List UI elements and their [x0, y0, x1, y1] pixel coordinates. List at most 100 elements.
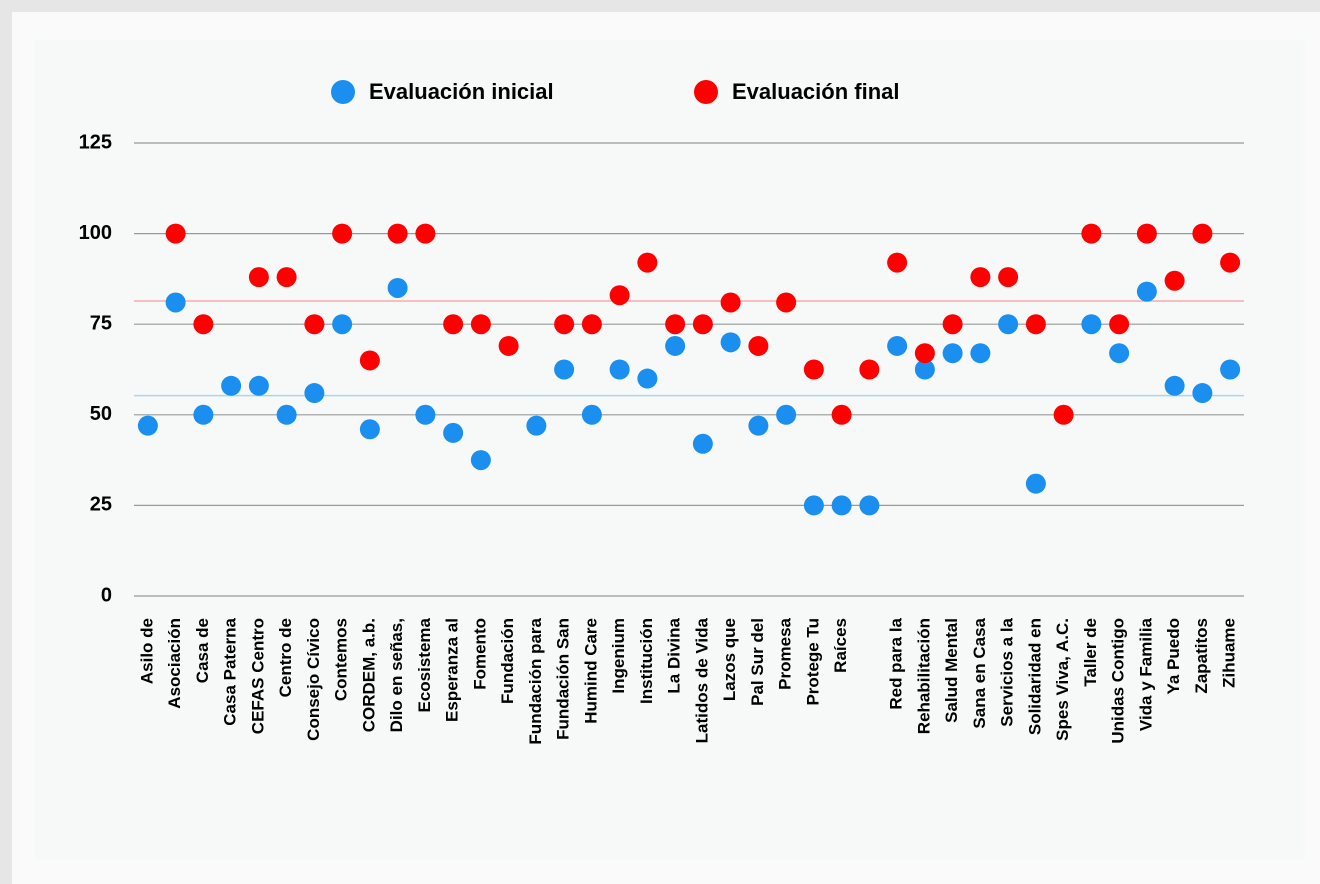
- x-tick-label: Asilo de: [137, 618, 156, 684]
- y-tick-label: 25: [90, 494, 112, 516]
- dot: [1220, 359, 1241, 380]
- x-tick-label: Latidos de Vida: [692, 617, 711, 743]
- dot: [831, 495, 852, 516]
- dot: [359, 350, 380, 371]
- dot: [609, 359, 630, 380]
- x-tick-label: Fundación para: [526, 617, 545, 744]
- x-tick-label: Fundación: [498, 618, 517, 704]
- dot: [665, 314, 686, 335]
- dot: [332, 314, 353, 335]
- x-tick-label: Esperanza al: [443, 618, 462, 722]
- dot: [470, 314, 491, 335]
- x-tick-label: Dilo en señas,: [387, 618, 406, 732]
- dot: [1081, 314, 1102, 335]
- legend-swatch: [694, 80, 718, 104]
- x-tick-label: Humind Care: [581, 618, 600, 724]
- dot: [776, 404, 797, 425]
- x-tick-label: Spes Viva, A.C.: [1053, 618, 1072, 741]
- x-tick-label: Ecosistema: [415, 617, 434, 712]
- dot: [554, 359, 575, 380]
- dot: [470, 450, 491, 471]
- dot: [1164, 270, 1185, 291]
- x-tick-label: Rehabilitación: [914, 618, 933, 734]
- dot: [276, 267, 297, 288]
- dot: [387, 277, 408, 298]
- x-tick-label: Contemos: [332, 618, 351, 701]
- y-tick-label: 100: [79, 222, 112, 244]
- dot: [248, 375, 269, 396]
- y-tick-label: 0: [101, 584, 112, 606]
- dot: [720, 292, 741, 313]
- dot: [748, 335, 769, 356]
- x-tick-label: Fomento: [470, 618, 489, 690]
- x-tick-label: Institución: [637, 618, 656, 704]
- dot: [942, 343, 963, 364]
- dot: [748, 415, 769, 436]
- dot: [692, 433, 713, 454]
- dot: [609, 285, 630, 306]
- x-tick-label: Protege Tu: [803, 618, 822, 706]
- dot: [1053, 404, 1074, 425]
- dot: [970, 343, 991, 364]
- x-tick-label: Pal Sur del: [748, 618, 767, 706]
- x-tick-label: CORDEM, a.b.: [359, 618, 378, 732]
- dot: [637, 252, 658, 273]
- x-tick-label: Servicios a la: [998, 617, 1017, 726]
- dot: [304, 383, 325, 404]
- x-tick-label: CEFAS Centro: [248, 618, 267, 734]
- x-tick-label: Zihuame: [1220, 618, 1239, 688]
- dot: [776, 292, 797, 313]
- x-tick-label: Asociación: [165, 618, 184, 709]
- dot: [1025, 314, 1046, 335]
- chart-panel: [35, 40, 1305, 860]
- x-tick-label: Promesa: [776, 617, 795, 689]
- x-tick-label: Red para la: [887, 617, 906, 709]
- dot: [248, 267, 269, 288]
- dot: [998, 267, 1019, 288]
- dot: [443, 422, 464, 443]
- dot: [1136, 223, 1157, 244]
- y-tick-label: 125: [79, 131, 112, 153]
- dot: [692, 314, 713, 335]
- dot: [859, 359, 880, 380]
- dot: [415, 404, 436, 425]
- dot: [1109, 343, 1130, 364]
- dot: [193, 404, 214, 425]
- dot: [914, 343, 935, 364]
- x-tick-label: Vida y Familia: [1136, 617, 1155, 731]
- dot: [1164, 375, 1185, 396]
- dot: [526, 415, 547, 436]
- x-tick-label: Consejo Cívico: [304, 618, 323, 741]
- dot: [887, 335, 908, 356]
- x-tick-label: Ingenium: [609, 618, 628, 694]
- dot: [859, 495, 880, 516]
- x-tick-label: Unidas Contigo: [1109, 618, 1128, 744]
- dot: [387, 223, 408, 244]
- dot: [720, 332, 741, 353]
- legend-swatch: [331, 80, 355, 104]
- dot: [970, 267, 991, 288]
- dot: [304, 314, 325, 335]
- legend-label: Evaluación final: [732, 79, 900, 104]
- x-tick-label: Centro de: [276, 618, 295, 697]
- dot: [831, 404, 852, 425]
- x-tick-label: Salud Mental: [942, 618, 961, 723]
- dot: [443, 314, 464, 335]
- dot: [193, 314, 214, 335]
- dot: [332, 223, 353, 244]
- dot: [276, 404, 297, 425]
- dot: [803, 495, 824, 516]
- x-tick-label: Casa de: [193, 618, 212, 683]
- x-tick-label: Zapatitos: [1192, 618, 1211, 694]
- x-tick-label: Taller de: [1081, 618, 1100, 687]
- dot: [665, 335, 686, 356]
- x-tick-label: Ya Puedo: [1164, 618, 1183, 695]
- x-tick-label: Lazos que: [720, 618, 739, 701]
- dot: [581, 404, 602, 425]
- x-tick-label: Fundación San: [554, 618, 573, 740]
- dot: [1192, 223, 1213, 244]
- x-tick-label: Sana en Casa: [970, 617, 989, 728]
- dot: [1220, 252, 1241, 273]
- dot: [803, 359, 824, 380]
